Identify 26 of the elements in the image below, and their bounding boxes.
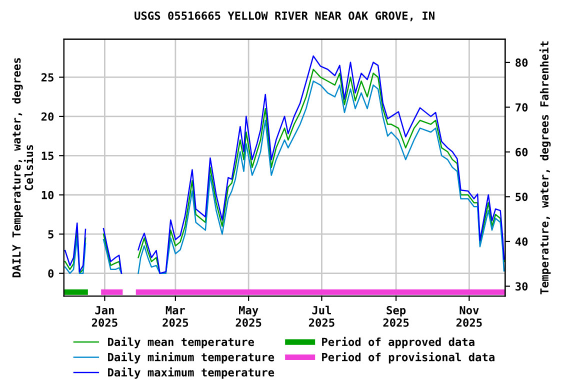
y2-axis-title: Temperature, water, degrees Fahrenheit: [539, 41, 551, 294]
x-tick-label: Nov 2025: [456, 306, 482, 327]
y-tick-label: 20: [41, 112, 54, 121]
legend-label: Daily maximum temperature: [108, 367, 274, 379]
x-tick-label: Mar 2025: [162, 306, 188, 327]
legend-label: Daily mean temperature: [108, 336, 254, 348]
y-tick-label: 0: [48, 269, 54, 278]
chart-title: USGS 05516665 YELLOW RIVER NEAR OAK GROVE, IN: [134, 11, 434, 22]
x-tick-label: May 2025: [236, 306, 262, 327]
x-tick-label: Jul 2025: [308, 306, 334, 327]
y2-tick-label: 40: [515, 237, 528, 246]
y-axis-title: DAILY Temperature, water, degrees Celsius: [12, 58, 34, 278]
y-tick-label: 10: [42, 190, 54, 200]
legend-label: Period of provisional data: [322, 352, 494, 364]
y2-tick-label: 80: [516, 58, 528, 67]
y-tick-label: 15: [42, 152, 54, 160]
legend-label: Daily minimum temperature: [108, 352, 274, 364]
y2-tick-label: 60: [516, 148, 528, 156]
y-tick-label: 25: [41, 73, 54, 82]
y2-tick-label: 30: [516, 282, 528, 291]
y2-tick-label: 70: [516, 103, 528, 112]
legend-label: Period of approved data: [322, 336, 474, 348]
y-tick-label: 5: [48, 230, 54, 238]
x-tick-label: Jan 2025: [92, 306, 118, 327]
x-tick-label: Sep 2025: [383, 306, 409, 327]
y2-tick-label: 50: [516, 192, 528, 202]
